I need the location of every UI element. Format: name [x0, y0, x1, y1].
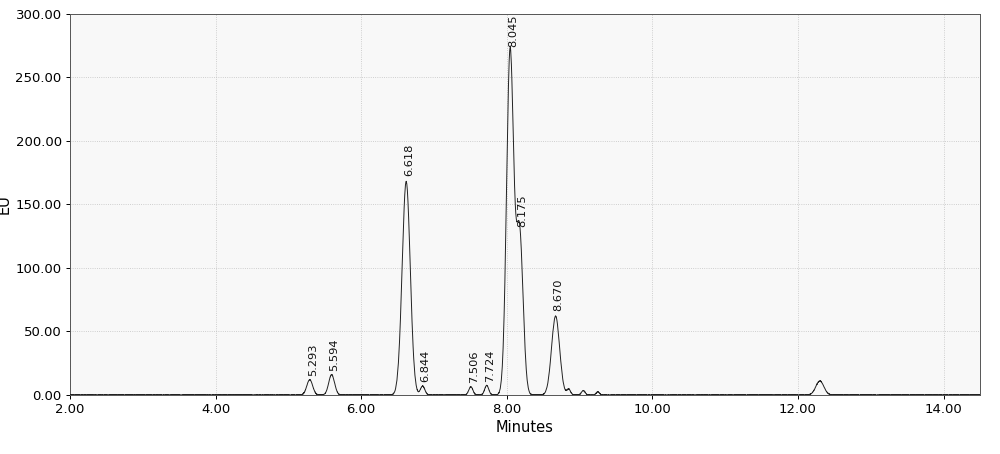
Text: 8.670: 8.670: [553, 279, 563, 311]
Text: 8.045: 8.045: [508, 14, 518, 47]
Text: 8.175: 8.175: [517, 195, 527, 227]
Text: 7.506: 7.506: [469, 350, 479, 383]
Text: 5.293: 5.293: [308, 343, 318, 376]
Text: 7.724: 7.724: [485, 349, 495, 382]
Y-axis label: EU: EU: [0, 194, 11, 214]
Text: 5.594: 5.594: [330, 338, 340, 371]
Text: 6.844: 6.844: [421, 350, 431, 382]
Text: 6.618: 6.618: [404, 144, 414, 176]
X-axis label: Minutes: Minutes: [496, 420, 554, 435]
